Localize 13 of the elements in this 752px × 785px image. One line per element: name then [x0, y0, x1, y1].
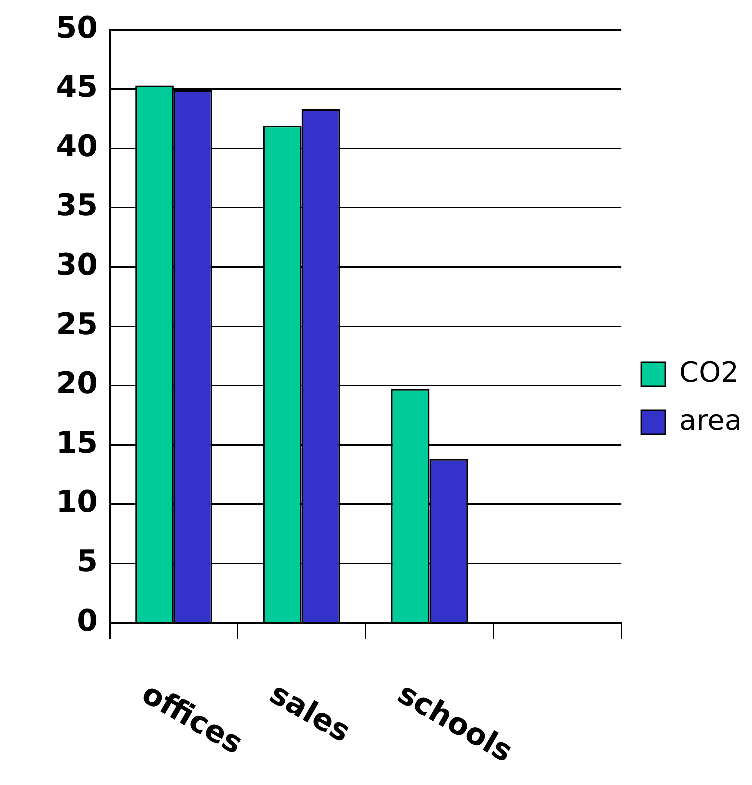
y-tick-label: 10	[56, 485, 98, 520]
y-tick-label: 35	[56, 188, 98, 224]
y-tick-label: 40	[56, 129, 98, 164]
legend-label: area	[680, 404, 742, 437]
legend-label: CO2	[680, 356, 739, 389]
y-tick-label: 5	[77, 544, 98, 580]
y-tick-label: 0	[77, 604, 98, 639]
y-tick-label: 30	[56, 248, 98, 283]
y-tick-label: 15	[56, 426, 98, 461]
y-tick-label: 45	[56, 70, 98, 106]
y-tick-label: 25	[56, 307, 98, 342]
y-tick-label: 50	[56, 10, 98, 46]
y-tick-label: 20	[56, 366, 98, 402]
